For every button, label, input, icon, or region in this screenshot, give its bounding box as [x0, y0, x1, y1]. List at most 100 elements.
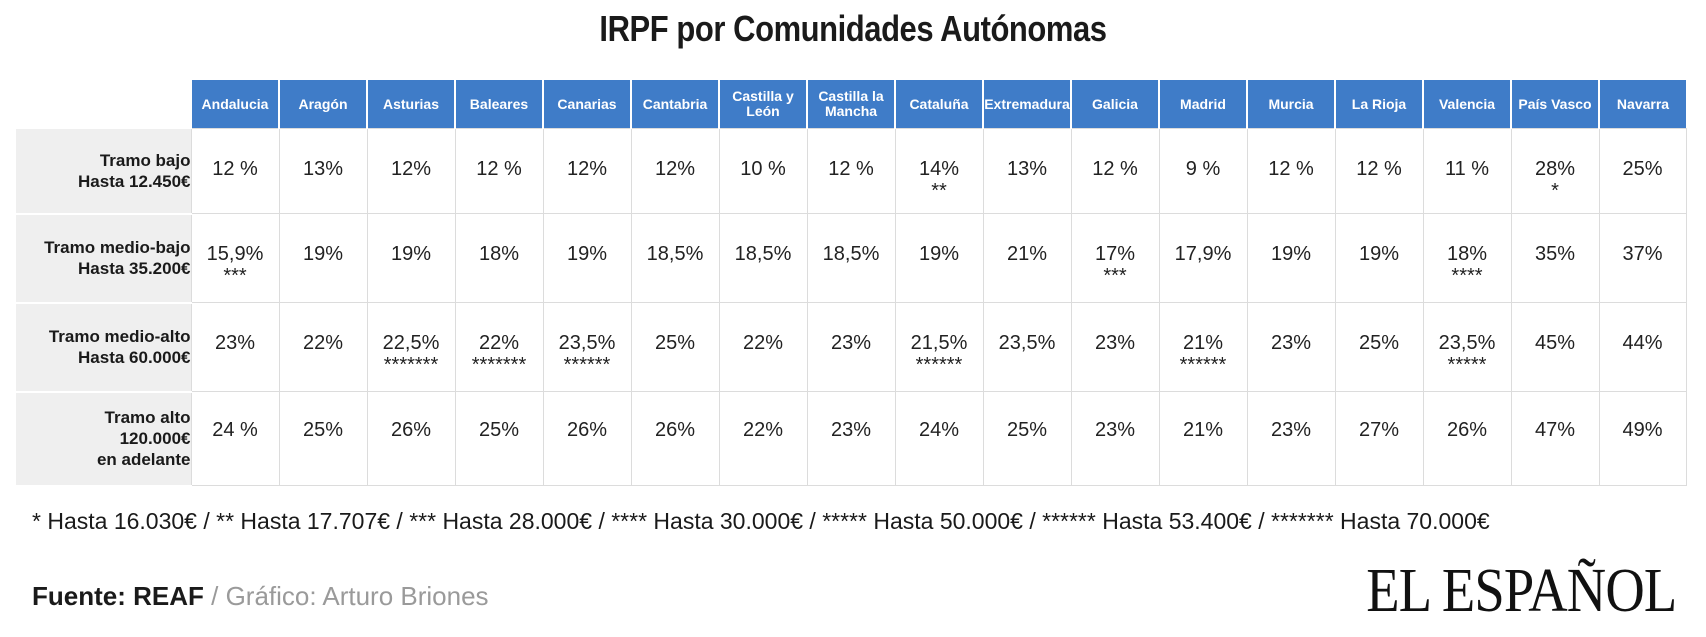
footnote-mark: ***: [1103, 265, 1127, 287]
rate-value: 19%: [390, 243, 432, 265]
table-cell: 23%: [806, 302, 896, 392]
rate-value: 26%: [654, 419, 696, 441]
table-cell: 22%: [718, 391, 808, 486]
table-cell: 15,9% ***: [190, 213, 280, 303]
table-cell: 23%: [806, 391, 896, 486]
table-cell: 37%: [1598, 213, 1687, 303]
table-cell: 47%: [1510, 391, 1600, 486]
table-cell: 22,5% *******: [366, 302, 456, 392]
source-label: Fuente: REAF: [32, 581, 204, 611]
table-cell: 18,5%: [718, 213, 808, 303]
column-header: Murcia: [1246, 80, 1335, 129]
rate-value: 12 %: [1356, 158, 1402, 180]
table-cell: 13%: [278, 128, 368, 214]
column-header: Cantabria: [630, 80, 719, 129]
column-header: Baleares: [454, 80, 543, 129]
table-cell: 18%: [454, 213, 544, 303]
column-header: Navarra: [1598, 80, 1686, 129]
table-cell: 18% ****: [1422, 213, 1512, 303]
rate-value: 12 %: [1268, 158, 1314, 180]
table-cell: 23%: [1246, 391, 1336, 486]
footnote-mark: *: [1551, 180, 1559, 202]
rate-value: 45%: [1534, 332, 1576, 354]
rate-value: 19%: [566, 243, 608, 265]
table-cell: 24 %: [190, 391, 280, 486]
table-cell: 19%: [1246, 213, 1336, 303]
table-cell: 9 %: [1158, 128, 1248, 214]
column-header: País Vasco: [1510, 80, 1599, 129]
source-separator: /: [203, 581, 226, 611]
rate-value: 12 %: [476, 158, 522, 180]
row-header: Tramo medio-alto Hasta 60.000€: [16, 302, 191, 393]
table-cell: 12%: [630, 128, 720, 214]
table-cell: 44%: [1598, 302, 1687, 392]
rate-value: 23%: [1094, 332, 1136, 354]
table-cell: 25%: [630, 302, 720, 392]
row-header-line: Hasta 35.200€: [78, 259, 191, 278]
column-header: Andalucia: [190, 80, 279, 129]
table-cell: 25%: [1334, 302, 1424, 392]
rate-value: 18%: [478, 243, 520, 265]
rate-value: 28%: [1534, 158, 1576, 180]
rate-value: 44%: [1622, 332, 1663, 354]
corner-cell: [16, 80, 191, 129]
table-cell: 19%: [1334, 213, 1424, 303]
rate-value: 12 %: [1092, 158, 1138, 180]
graphic-credit: Gráfico: Arturo Briones: [225, 581, 489, 611]
table-cell: 25%: [454, 391, 544, 486]
rate-value: 19%: [302, 243, 344, 265]
rate-value: 10 %: [740, 158, 786, 180]
column-header: Aragón: [278, 80, 367, 129]
table-row: Tramo medio-bajo Hasta 35.200€ 15,9% *** 19%…: [16, 213, 1687, 304]
row-header: Tramo alto 120.000€ en adelante: [16, 391, 191, 487]
table-cell: 26%: [630, 391, 720, 486]
row-header: Tramo bajo Hasta 12.450€: [16, 128, 191, 215]
table-cell: 49%: [1598, 391, 1687, 486]
row-header-line: Tramo medio-bajo: [44, 238, 191, 257]
el-espanol-logo: EL ESPAÑOL: [1365, 557, 1677, 625]
table-cell: 12%: [366, 128, 456, 214]
column-header: Galicia: [1070, 80, 1159, 129]
rate-value: 25%: [1358, 332, 1400, 354]
footnote-mark: ***: [223, 265, 247, 287]
table-cell: 19%: [366, 213, 456, 303]
table-cell: 25%: [278, 391, 368, 486]
rate-value: 23%: [1270, 332, 1312, 354]
rate-value: 18,5%: [822, 243, 880, 265]
table-row: Tramo medio-alto Hasta 60.000€ 23% 22% 22,5%…: [16, 302, 1687, 393]
rate-value: 18,5%: [646, 243, 704, 265]
table-cell: 21%: [1158, 391, 1248, 486]
row-header-line: Tramo bajo: [99, 150, 191, 170]
rate-value: 23,5%: [998, 332, 1056, 354]
rate-value: 21%: [1006, 243, 1048, 265]
rate-value: 18%: [1446, 243, 1488, 265]
rate-value: 14%: [918, 158, 960, 180]
table-cell: 21% ******: [1158, 302, 1248, 392]
table-cell: 22%: [278, 302, 368, 392]
table-body: Tramo bajo Hasta 12.450€ 12 % 13% 12% 12 % 12%…: [16, 128, 1687, 487]
table-cell: 19%: [278, 213, 368, 303]
rate-value: 25%: [478, 419, 520, 441]
table-cell: 28% *: [1510, 128, 1600, 214]
rate-value: 22%: [478, 332, 520, 354]
table-cell: 23%: [1070, 302, 1160, 392]
column-header: La Rioja: [1334, 80, 1423, 129]
row-header-line: en adelante: [96, 450, 191, 469]
rate-value: 25%: [1006, 419, 1048, 441]
row-header: Tramo medio-bajo Hasta 35.200€: [16, 213, 191, 304]
table-cell: 26%: [542, 391, 632, 486]
table-cell: 25%: [982, 391, 1072, 486]
rate-value: 26%: [1446, 419, 1488, 441]
rate-value: 13%: [302, 158, 344, 180]
rate-value: 19%: [1270, 243, 1312, 265]
rate-value: 17%: [1094, 243, 1136, 265]
table-cell: 12 %: [1334, 128, 1424, 214]
table-cell: 11 %: [1422, 128, 1512, 214]
table-cell: 35%: [1510, 213, 1600, 303]
table-cell: 22%: [718, 302, 808, 392]
chart-title: IRPF por Comunidades Autónomas: [599, 8, 1107, 49]
table-cell: 17% ***: [1070, 213, 1160, 303]
rate-value: 25%: [1622, 158, 1663, 180]
footnote-mark: *******: [471, 354, 527, 376]
row-header-line: Tramo alto: [104, 408, 191, 427]
